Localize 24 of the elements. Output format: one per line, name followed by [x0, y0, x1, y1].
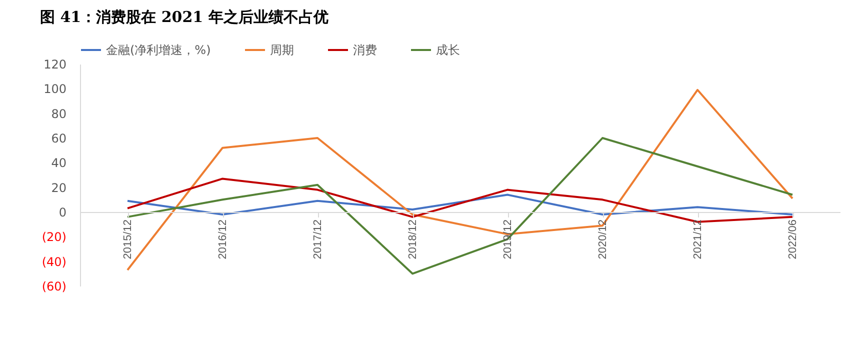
x-tick-label: 2022/06	[787, 220, 799, 260]
x-tick-label: 2020/12	[597, 220, 609, 260]
x-tick-label: 2015/12	[122, 220, 134, 260]
y-tick-label: (20)	[42, 230, 66, 244]
y-tick-label: 60	[51, 132, 66, 146]
line-series	[126, 194, 794, 216]
y-tick-label: 40	[51, 156, 66, 170]
y-tick-label: 0	[58, 206, 66, 220]
legend-label: 消费	[353, 43, 377, 57]
y-tick-label: 100	[44, 82, 66, 96]
y-tick-label: (60)	[42, 280, 66, 294]
x-tick-label: 2017/12	[312, 220, 324, 260]
x-tick-label: 2019/12	[502, 220, 514, 260]
y-tick-label: (40)	[42, 254, 66, 269]
x-tick-label: 2016/12	[217, 220, 229, 260]
legend-label: 周期	[270, 43, 294, 57]
x-tick-label: 2018/12	[407, 220, 419, 260]
x-tick-label: 2021/12	[692, 220, 704, 260]
chart-title: 图 41：消费股在 2021 年之后业绩不占优	[40, 8, 328, 26]
legend-label: 金融(净利增速，%)	[106, 43, 211, 57]
y-tick-label: 20	[51, 180, 66, 195]
y-tick-label: 80	[51, 106, 66, 121]
y-tick-label: 120	[44, 58, 66, 72]
legend-label: 成长	[436, 43, 460, 57]
